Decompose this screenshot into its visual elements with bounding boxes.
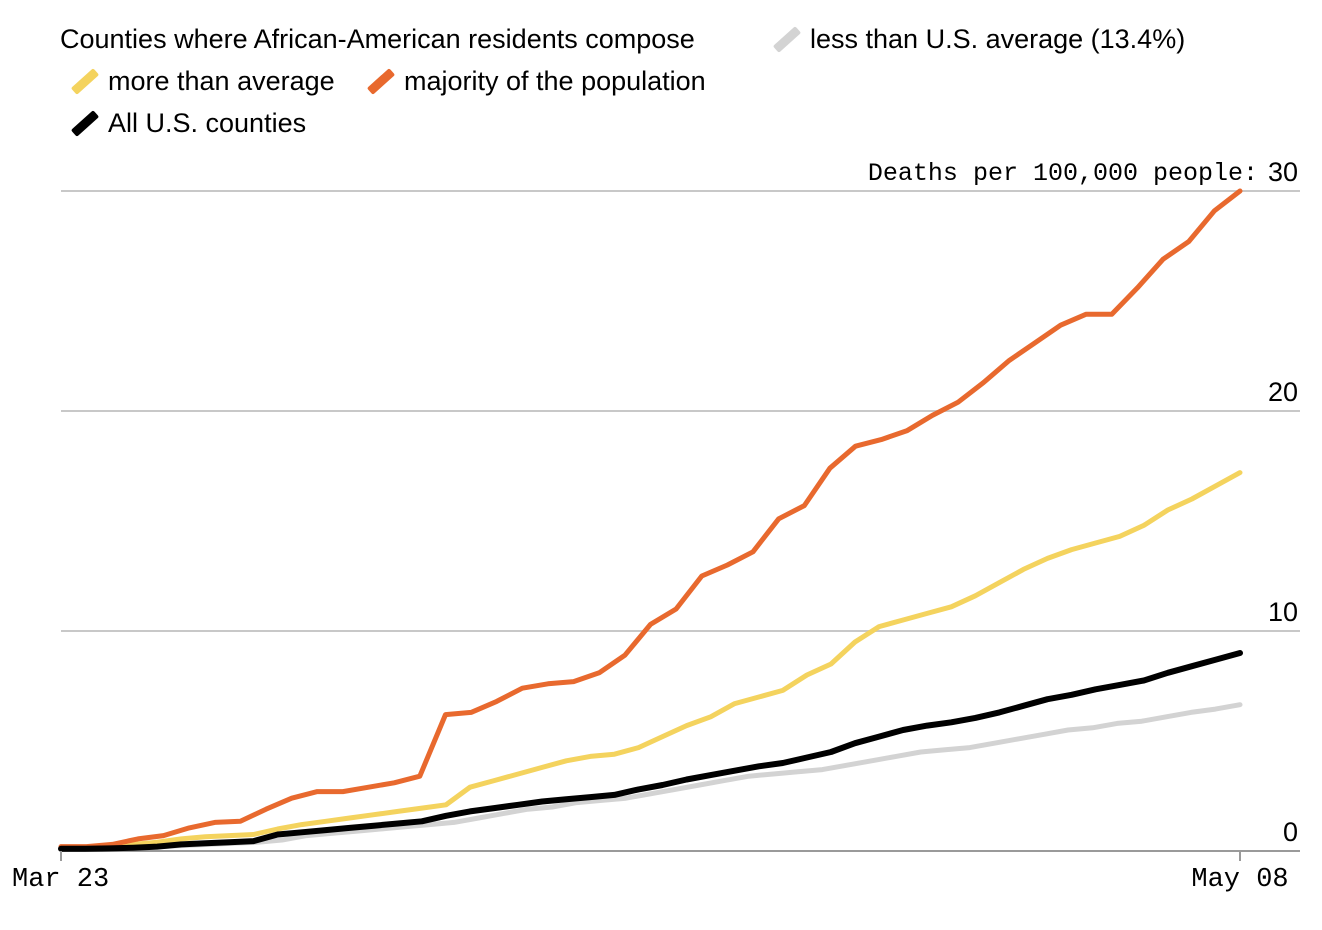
legend-label-majority: majority of the population <box>404 66 706 96</box>
series-line-1 <box>58 470 1243 851</box>
legend-label-less-than-average: less than U.S. average (13.4%) <box>810 24 1186 54</box>
series-line-3 <box>58 650 1243 852</box>
legend-item-all-counties: All U.S. counties <box>70 102 306 144</box>
y-tick-label-30: 30 <box>1268 157 1298 187</box>
y-tick-label-20: 20 <box>1268 377 1298 407</box>
legend-title: Counties where African-American resident… <box>60 24 695 54</box>
y-tick-label-0: 0 <box>1283 817 1298 847</box>
legend-label-all-counties: All U.S. counties <box>108 108 307 138</box>
series-line-0 <box>58 702 1243 852</box>
y-axis-label: Deaths per 100,000 people: <box>868 159 1258 188</box>
series-line-2 <box>58 188 1243 850</box>
legend-item-more-than-average: more than average <box>70 60 335 102</box>
legend-item-less-than-average: less than U.S. average (13.4%) <box>772 18 1185 60</box>
series-lines <box>58 188 1243 852</box>
y-tick-label-10: 10 <box>1268 597 1298 627</box>
x-axis: Mar 23 May 08 <box>12 851 1289 895</box>
x-tick-label-1: May 08 <box>1191 865 1288 895</box>
x-tick-label-0: Mar 23 <box>12 865 109 895</box>
grid-lines <box>61 190 1300 852</box>
legend-item-majority: majority of the population <box>366 60 706 102</box>
y-axis-ticks: 0 10 20 30 <box>1268 157 1298 847</box>
legend-label-more-than-average: more than average <box>108 66 335 96</box>
